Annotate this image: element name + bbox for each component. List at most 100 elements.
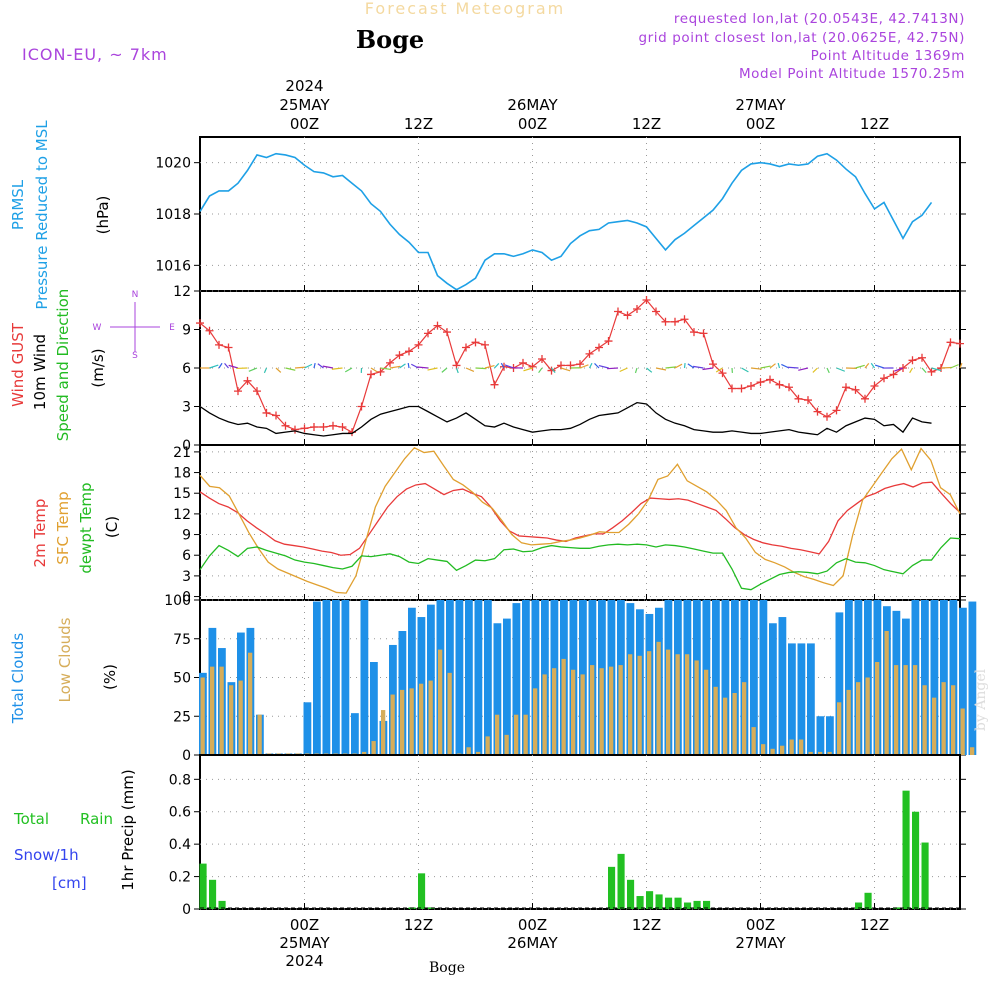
wind-arrow xyxy=(674,363,683,369)
bar-rain xyxy=(418,873,426,909)
bar-total-cloud xyxy=(493,623,502,755)
y-tick-label: 25 xyxy=(173,709,191,725)
gust-marker xyxy=(424,329,432,338)
y-tick-label: 0 xyxy=(182,590,191,606)
bar-low-cloud xyxy=(400,689,405,755)
gust-marker xyxy=(566,361,575,370)
series-sfc-temp xyxy=(199,446,961,594)
gust-marker xyxy=(310,423,318,432)
gust-marker xyxy=(386,358,394,367)
wind-arrow xyxy=(275,367,282,373)
bottom-time-label: 12Z xyxy=(632,916,661,934)
bar-total-cloud xyxy=(949,600,958,755)
wind-arrow xyxy=(484,364,495,369)
wind-arrow xyxy=(787,366,799,369)
wind-arrow xyxy=(741,367,749,373)
label-precip-unit: 1hr Precip (mm) xyxy=(119,769,137,890)
bar-total-cloud xyxy=(845,600,853,755)
bar-rain xyxy=(703,900,711,909)
bar-total-cloud xyxy=(427,604,435,755)
gust-marker xyxy=(433,321,442,330)
gust-marker xyxy=(500,362,508,371)
top-time-label: 00Z xyxy=(746,115,775,133)
top-time-label: 00Z xyxy=(518,115,547,133)
bar-total-cloud xyxy=(921,600,929,755)
bar-total-cloud xyxy=(807,643,815,755)
bar-low-cloud xyxy=(913,665,918,755)
gust-marker xyxy=(319,423,328,432)
gust-marker xyxy=(737,384,746,393)
gust-marker xyxy=(813,407,822,416)
gust-marker xyxy=(870,381,879,390)
top-time-label: 25MAY xyxy=(279,96,330,114)
bar-total-cloud xyxy=(778,617,787,755)
wind-arrow xyxy=(399,363,406,369)
bar-rain xyxy=(665,897,673,909)
bar-low-cloud xyxy=(875,662,880,755)
bar-low-cloud xyxy=(637,655,642,755)
wind-arrow xyxy=(294,366,306,369)
gust-marker xyxy=(642,295,651,304)
bar-low-cloud xyxy=(381,710,386,755)
wind-arrow xyxy=(500,362,505,369)
wind-arrow xyxy=(855,364,865,369)
bar-total-cloud xyxy=(826,716,834,755)
bar-low-cloud xyxy=(685,654,690,755)
bar-total-cloud xyxy=(940,600,948,755)
y-tick-label: 9 xyxy=(182,323,191,339)
wind-arrow xyxy=(836,367,846,372)
bar-low-cloud xyxy=(884,631,889,755)
panel-wind: 0 3 6 9 12 Wind GUST 10m Wind Speed and Directi… xyxy=(9,284,966,454)
gust-marker xyxy=(253,387,261,396)
wind-arrow xyxy=(921,367,927,373)
gust-marker xyxy=(585,349,594,358)
gust-marker xyxy=(918,353,926,362)
wind-arrow xyxy=(465,367,475,372)
gust-marker xyxy=(690,328,698,337)
gust-marker xyxy=(747,381,755,390)
wind-arrow xyxy=(494,363,500,369)
gust-marker xyxy=(956,339,964,348)
label-10m-wind: 10m Wind xyxy=(31,334,49,410)
bar-low-cloud xyxy=(856,682,861,755)
gust-marker xyxy=(490,380,499,389)
y-tick-label: 12 xyxy=(173,507,191,523)
wind-arrow xyxy=(646,367,653,373)
gust-marker xyxy=(699,329,708,338)
bar-rain xyxy=(218,900,226,909)
bar-total-cloud xyxy=(816,716,825,755)
bar-low-cloud xyxy=(970,747,975,755)
requested-coords: requested lon,lat (20.0543E, 42.7413N) xyxy=(674,11,965,27)
gust-marker xyxy=(471,338,480,347)
wind-arrow xyxy=(655,367,667,371)
bar-rain xyxy=(864,892,872,909)
bar-low-cloud xyxy=(542,674,547,755)
label-c: (C) xyxy=(103,516,121,538)
wind-arrow xyxy=(750,367,762,370)
y-tick-label: 0.6 xyxy=(169,805,191,821)
gust-marker xyxy=(908,356,917,365)
bar-rain xyxy=(912,811,920,909)
y-tick-label: 50 xyxy=(173,671,191,687)
bar-total-cloud xyxy=(750,600,758,755)
bar-total-cloud xyxy=(360,600,369,755)
wind-arrow xyxy=(441,367,448,373)
bottom-time-label: 12Z xyxy=(404,916,433,934)
wind-arrow xyxy=(389,365,401,369)
wind-arrow xyxy=(715,367,723,373)
top-time-label: 00Z xyxy=(290,115,319,133)
gust-marker xyxy=(338,423,347,432)
wind-arrow xyxy=(304,363,313,369)
wind-arrow xyxy=(594,363,600,369)
bar-total-cloud xyxy=(484,600,492,755)
wind-arrow xyxy=(317,363,324,369)
panel-temperature: 0 3 6 9 12 15 18 21 2m Temp SFC Temp dewpt Temp (C) xyxy=(31,444,966,606)
bar-low-cloud xyxy=(960,708,965,755)
bar-low-cloud xyxy=(723,697,728,755)
bar-total-cloud xyxy=(759,600,768,755)
wind-arrow xyxy=(777,362,781,369)
bar-total-cloud xyxy=(322,600,331,755)
wind-arrow xyxy=(940,366,952,369)
bar-rain xyxy=(684,902,692,909)
